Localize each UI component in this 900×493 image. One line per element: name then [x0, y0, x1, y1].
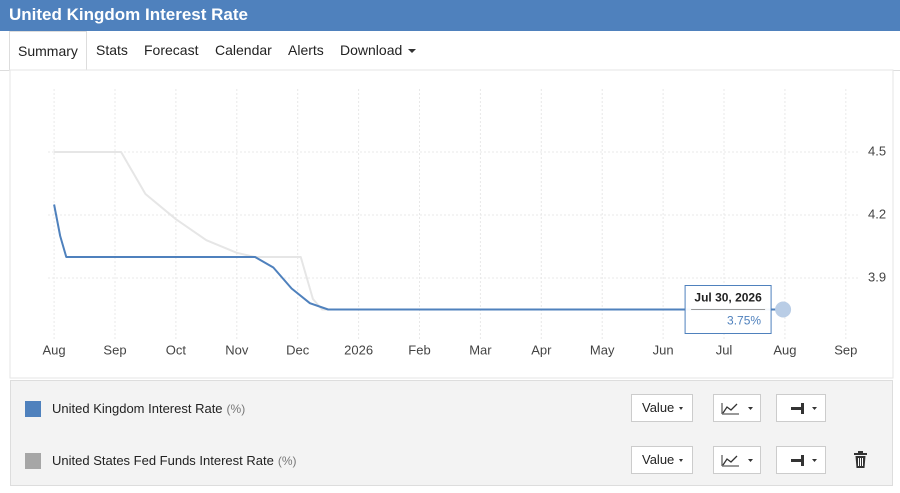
- x-tick-label: Oct: [166, 342, 187, 357]
- x-tick-label: 2026: [344, 342, 373, 357]
- icon: [721, 455, 753, 467]
- icon: [791, 403, 817, 414]
- button-label: Value: [642, 452, 675, 467]
- y-tick-label: 4.5: [868, 143, 886, 158]
- x-tick-label: Mar: [469, 342, 492, 357]
- tab[interactable]: Summary: [9, 31, 87, 71]
- axis-button[interactable]: [776, 446, 826, 474]
- tooltip-title: Jul 30, 2026: [694, 291, 762, 305]
- x-tick-label: Sep: [834, 342, 857, 357]
- button-label: Value: [642, 400, 675, 415]
- chart: Aug Sep Oct Nov Dec 2026 Feb Mar Apr May Jun Jul Aug…: [9, 69, 894, 379]
- icon: [721, 403, 753, 415]
- tab[interactable]: Stats: [96, 42, 128, 58]
- x-tick-label: Sep: [103, 342, 126, 357]
- icon: [791, 455, 817, 466]
- legend-swatch: [25, 401, 41, 417]
- page-title: United Kingdom Interest Rate: [9, 5, 248, 24]
- legend-row: United States Fed Funds Interest Rate (%)…: [11, 441, 892, 481]
- tab[interactable]: Calendar: [215, 42, 272, 58]
- tab[interactable]: Forecast: [144, 42, 199, 58]
- x-tick-label: Apr: [531, 342, 552, 357]
- value-button[interactable]: Value: [631, 394, 693, 422]
- delete-icon[interactable]: [853, 451, 869, 469]
- series-line: [54, 151, 335, 311]
- x-tick-label: Feb: [408, 342, 430, 357]
- value-button[interactable]: Value: [631, 446, 693, 474]
- legend-label: United States Fed Funds Interest Rate (%): [52, 453, 297, 468]
- x-tick-label: Jul: [716, 342, 733, 357]
- series-name: United Kingdom Interest Rate: [52, 401, 223, 416]
- tooltip-value: 3.75%: [727, 314, 761, 328]
- y-tick-label: 4.2: [868, 206, 886, 221]
- tab[interactable]: Alerts: [288, 42, 324, 58]
- legend-swatch: [25, 453, 41, 469]
- unit: (%): [277, 454, 297, 468]
- x-tick-label: Aug: [773, 342, 796, 357]
- x-tick-label: May: [590, 342, 615, 357]
- y-tick-label: 3.9: [868, 269, 886, 284]
- series-line: [53, 204, 784, 311]
- x-tick-label: Dec: [286, 342, 310, 357]
- tab[interactable]: Download: [340, 31, 417, 69]
- tab-label: Download: [340, 42, 403, 58]
- x-tick-label: Jun: [653, 342, 674, 357]
- axis-button[interactable]: [776, 394, 826, 422]
- hover-point: [775, 301, 792, 318]
- legend-label: United Kingdom Interest Rate (%): [52, 401, 245, 416]
- x-tick-label: Aug: [43, 342, 66, 357]
- unit: (%): [226, 402, 246, 416]
- caret: [679, 459, 684, 463]
- tab-bar: Summary Stats Forecast Calendar Alerts D…: [0, 31, 900, 71]
- legend-row: United Kingdom Interest Rate (%) Value: [11, 389, 892, 429]
- chart-type-button[interactable]: [713, 394, 761, 422]
- caret: [408, 49, 417, 54]
- legend-panel: United Kingdom Interest Rate (%) Value Un…: [10, 380, 893, 486]
- chart-type-button[interactable]: [713, 446, 761, 474]
- header: United Kingdom Interest Rate: [0, 0, 900, 31]
- caret: [679, 407, 684, 411]
- x-tick-label: Nov: [225, 342, 249, 357]
- series-name: United States Fed Funds Interest Rate: [52, 453, 274, 468]
